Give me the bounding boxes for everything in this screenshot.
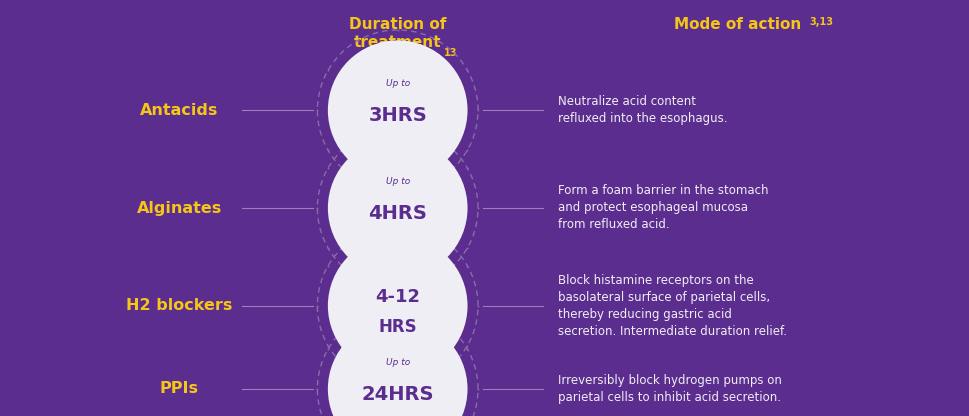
Text: HRS: HRS [378, 318, 417, 336]
Text: Antacids: Antacids [141, 103, 218, 118]
Text: PPIs: PPIs [160, 381, 199, 396]
Text: Up to: Up to [385, 79, 409, 88]
Text: H2 blockers: H2 blockers [126, 298, 233, 313]
Text: Block histamine receptors on the
basolateral surface of parietal cells,
thereby : Block histamine receptors on the basolat… [557, 274, 786, 338]
Text: Irreversibly block hydrogen pumps on
parietal cells to inhibit acid secretion.: Irreversibly block hydrogen pumps on par… [557, 374, 781, 404]
Text: Mode of action: Mode of action [672, 17, 800, 32]
Text: Neutralize acid content
refluxed into the esophagus.: Neutralize acid content refluxed into th… [557, 95, 727, 125]
Ellipse shape [328, 40, 467, 180]
Text: 3HRS: 3HRS [368, 106, 426, 125]
Text: 4HRS: 4HRS [368, 204, 426, 223]
Ellipse shape [328, 319, 467, 416]
Text: 3,13: 3,13 [808, 17, 832, 27]
Text: Alginates: Alginates [137, 201, 222, 215]
Ellipse shape [328, 236, 467, 376]
Text: 24HRS: 24HRS [361, 385, 433, 404]
Text: Up to: Up to [385, 358, 409, 367]
Text: Up to: Up to [385, 177, 409, 186]
Text: Form a foam barrier in the stomach
and protect esophageal mucosa
from refluxed a: Form a foam barrier in the stomach and p… [557, 185, 767, 231]
Text: 4-12: 4-12 [375, 288, 420, 306]
Text: Duration of
treatment: Duration of treatment [349, 17, 446, 50]
Text: 13: 13 [444, 48, 457, 58]
Ellipse shape [328, 138, 467, 278]
